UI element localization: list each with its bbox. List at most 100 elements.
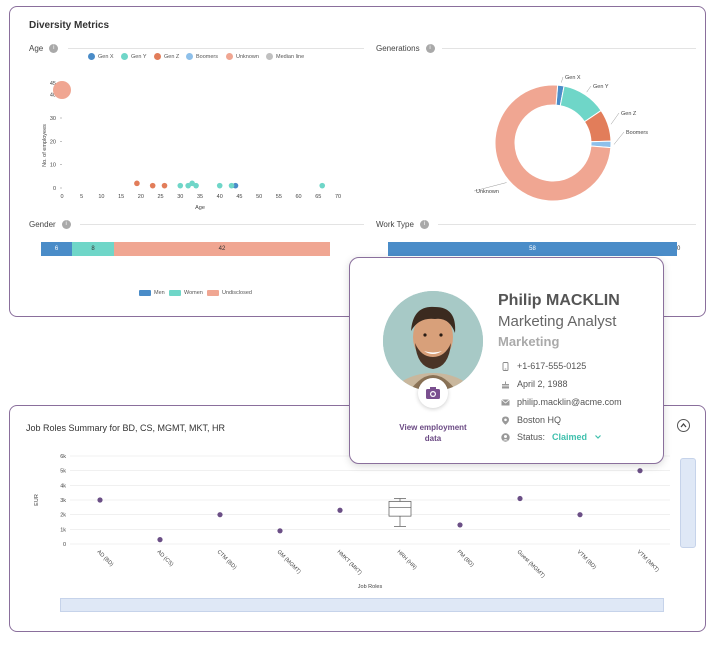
location-value: Boston HQ — [517, 415, 562, 425]
x-tick-label: VTM (MKT) — [636, 549, 660, 573]
gender-section-label: Gender i — [29, 220, 71, 230]
legend-gen-y[interactable]: Gen Y — [121, 53, 147, 60]
leader-line — [613, 131, 625, 145]
slice-label: Gen Y — [593, 84, 609, 90]
view-employment-data-link[interactable]: View employment data — [399, 423, 467, 443]
data-point — [232, 182, 239, 189]
age-scatter-chart: 0 10 20 30 40 45 0 5 10 15 20 25 30 35 40 45 50 55 60 65 70 A… — [42, 81, 341, 211]
x-tick-label: CTM (BD) — [216, 549, 238, 571]
data-point — [319, 182, 326, 189]
data-point — [337, 507, 343, 513]
data-point — [277, 528, 283, 534]
generations-donut-chart: Gen X Gen Y Gen Z Boomers Unknown — [473, 75, 648, 201]
cake-icon — [502, 381, 509, 388]
profile-card: View employment data Philip MACKLIN Mark… — [349, 257, 664, 464]
location-pin-icon — [502, 416, 509, 425]
box-plot — [388, 501, 412, 517]
y-tick-label: 2k — [60, 513, 66, 519]
x-tick-label: 40 — [217, 194, 223, 200]
gender-bar-men[interactable]: 6 — [41, 242, 72, 256]
status-label: Status: — [517, 432, 546, 442]
worktype-bar[interactable]: 58 — [388, 242, 677, 256]
info-icon[interactable]: i — [419, 220, 429, 230]
legend-gen-x[interactable]: Gen X — [88, 53, 114, 60]
x-tick-label: 30 — [177, 194, 183, 200]
y-tick-label: 30 — [50, 116, 56, 122]
x-tick-label: 65 — [315, 194, 321, 200]
gender-value-men: 6 — [54, 246, 59, 252]
phone-icon — [502, 361, 509, 371]
status-row[interactable]: Status: Claimed — [501, 432, 602, 442]
gender-bar-women[interactable]: 8 — [72, 242, 114, 256]
legend-men[interactable]: Men — [139, 290, 165, 296]
y-tick-label: 3k — [60, 498, 66, 504]
x-tick-label: HMKT (MKT) — [336, 549, 363, 576]
chevron-up-icon — [680, 422, 687, 428]
legend-boomers[interactable]: Boomers — [186, 53, 218, 60]
leader-line — [561, 76, 564, 83]
gender-bar-undisclosed[interactable]: 42 — [114, 242, 330, 256]
x-tick-label: 60 — [296, 194, 302, 200]
user-icon — [501, 432, 510, 442]
legend-unknown[interactable]: Unknown — [226, 53, 259, 60]
data-point — [228, 182, 235, 189]
camera-icon — [426, 387, 440, 399]
x-tick-label: GM (MGMT) — [276, 549, 302, 575]
chevron-down-icon[interactable] — [594, 433, 602, 441]
range-navigator[interactable] — [60, 598, 664, 612]
y-tick-label: 1k — [60, 527, 66, 533]
x-tick-label: 25 — [158, 194, 164, 200]
x-tick-label: Guest (MGMT) — [516, 549, 546, 579]
data-point — [193, 182, 199, 189]
email-value[interactable]: philip.macklin@acme.com — [517, 397, 622, 407]
employee-title: Marketing Analyst — [498, 313, 617, 330]
diversity-title: Diversity Metrics — [29, 20, 110, 31]
x-tick-label: 45 — [236, 194, 242, 200]
info-icon[interactable]: i — [61, 220, 71, 230]
divider — [68, 48, 364, 49]
slice-label: Gen Z — [621, 111, 637, 117]
divider — [80, 224, 364, 225]
gender-value-women: 8 — [91, 246, 95, 252]
vertical-scrollbar[interactable] — [680, 458, 696, 548]
x-tick-label: 5 — [80, 194, 83, 200]
x-tick-label: 55 — [276, 194, 282, 200]
age-legend: Gen X Gen Y Gen Z Boomers Unknown Median… — [88, 53, 348, 63]
status-value[interactable]: Claimed — [552, 432, 588, 442]
jobroles-title: Job Roles Summary for BD, CS, MGMT, MKT,… — [26, 423, 226, 433]
legend-median-line[interactable]: Median line — [266, 53, 304, 60]
x-tick-label: PM (BD) — [456, 549, 475, 568]
generations-section-label: Generations i — [376, 44, 435, 54]
pie-slice — [494, 84, 612, 201]
phone-row: +1-617-555-0125 — [501, 361, 586, 371]
x-tick-label: AD (CS) — [156, 549, 175, 568]
y-tick-label: 6k — [60, 454, 66, 460]
x-tick-label: 15 — [118, 194, 124, 200]
worktype-label: Work Type — [376, 220, 414, 229]
y-axis-label: EUR — [34, 494, 40, 506]
y-tick-label: 10 — [50, 163, 56, 169]
worktype-end-value: 0 — [677, 246, 681, 252]
data-point — [161, 182, 168, 189]
person-photo — [383, 291, 483, 391]
info-icon[interactable]: i — [425, 44, 435, 54]
legend-women[interactable]: Women — [169, 290, 203, 296]
upload-photo-button[interactable] — [418, 378, 448, 408]
legend-undisclosed[interactable]: Undisclosed — [207, 290, 252, 296]
y-tick-label: 45 — [50, 81, 56, 87]
x-tick-label: 10 — [98, 194, 104, 200]
y-tick-label: 5k — [60, 469, 66, 475]
legend-gen-z[interactable]: Gen Z — [154, 53, 179, 60]
info-icon[interactable]: i — [49, 44, 59, 54]
email-row: philip.macklin@acme.com — [501, 397, 622, 407]
mail-icon — [501, 398, 510, 405]
data-point — [217, 512, 223, 518]
employee-name: Philip MACKLIN — [498, 292, 620, 309]
worktype-value: 58 — [529, 246, 536, 252]
y-tick-label: 40 — [50, 93, 56, 99]
slice-label: Gen X — [565, 75, 581, 81]
collapse-button[interactable] — [677, 419, 690, 432]
leader-line — [473, 182, 507, 192]
data-point — [134, 180, 140, 187]
birthday-row: April 2, 1988 — [501, 379, 568, 389]
